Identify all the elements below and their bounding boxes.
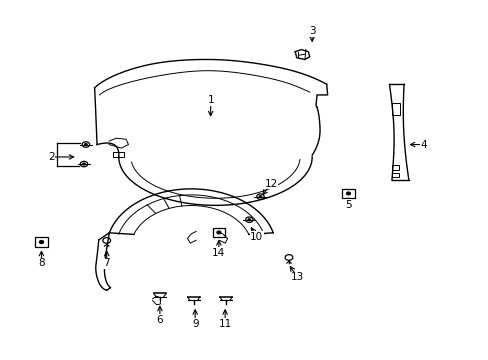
Bar [392, 172, 398, 177]
Circle shape [247, 219, 250, 221]
Text: 3: 3 [308, 26, 315, 36]
Bar [392, 166, 398, 170]
Circle shape [84, 144, 87, 145]
Text: 10: 10 [249, 232, 263, 242]
Circle shape [217, 231, 220, 234]
Text: 4: 4 [419, 140, 426, 149]
Bar [212, 228, 224, 237]
Circle shape [40, 240, 43, 243]
Text: 13: 13 [290, 273, 304, 283]
Text: 7: 7 [103, 258, 110, 268]
Text: 14: 14 [212, 248, 225, 258]
Bar [35, 237, 48, 247]
Text: 8: 8 [38, 258, 45, 268]
Bar [342, 189, 354, 198]
Text: 6: 6 [156, 315, 163, 325]
Text: 5: 5 [345, 200, 351, 210]
Circle shape [259, 196, 261, 198]
Text: 2: 2 [48, 152, 54, 162]
Text: 9: 9 [191, 319, 198, 329]
Text: 11: 11 [218, 319, 231, 329]
Text: 12: 12 [264, 179, 277, 189]
Text: 1: 1 [207, 95, 214, 105]
Circle shape [82, 163, 85, 165]
Circle shape [346, 192, 349, 195]
Bar [392, 103, 399, 116]
